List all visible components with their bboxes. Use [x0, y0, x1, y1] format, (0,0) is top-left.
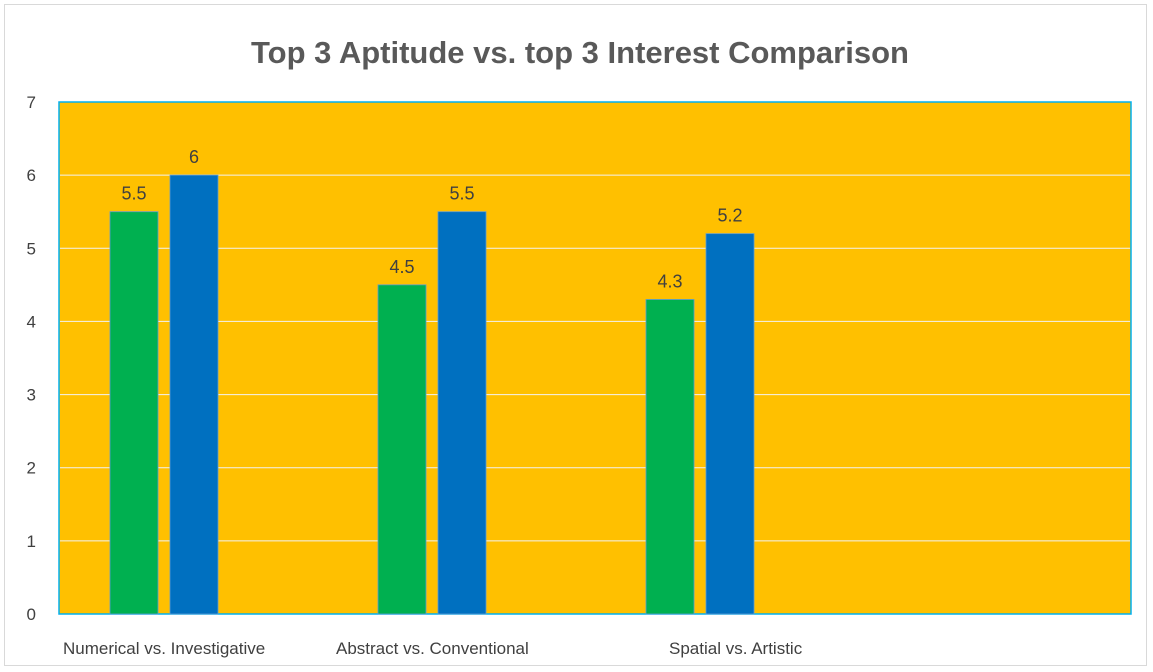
plot-area	[58, 101, 1132, 615]
y-tick-label: 4	[27, 312, 36, 331]
data-label: 6	[189, 147, 199, 167]
bar-series-2-category-1	[169, 174, 219, 615]
y-axis-ticks: 0 1 2 3 4 5 6 7	[27, 93, 36, 624]
bar-series-2-category-3	[705, 233, 755, 615]
bar-series-2-category-2	[437, 211, 487, 615]
y-tick-label: 0	[27, 605, 36, 624]
data-label: 5.5	[121, 184, 146, 204]
y-tick-label: 2	[27, 459, 36, 478]
data-label: 5.5	[449, 184, 474, 204]
x-category-label: Numerical vs. Investigative	[63, 639, 265, 658]
y-tick-label: 5	[27, 239, 36, 258]
x-category-label: Spatial vs. Artistic	[669, 639, 803, 658]
x-axis-categories: Numerical vs. Investigative Abstract vs. …	[63, 639, 803, 658]
data-label: 4.3	[657, 271, 682, 291]
x-category-label: Abstract vs. Conventional	[336, 639, 529, 658]
data-labels: 5.5 4.5 4.3 6 5.5 5.2	[121, 147, 742, 291]
y-tick-label: 1	[27, 532, 36, 551]
data-label: 5.2	[717, 206, 742, 226]
bar-series-1-category-3	[645, 299, 695, 615]
bars	[109, 174, 755, 615]
bar-series-1-category-1	[109, 211, 159, 615]
bar-series-1-category-2	[377, 284, 427, 615]
y-tick-label: 6	[27, 166, 36, 185]
y-tick-label: 7	[27, 93, 36, 112]
data-label: 4.5	[389, 257, 414, 277]
chart-title: Top 3 Aptitude vs. top 3 Interest Compar…	[251, 35, 909, 70]
gridlines	[60, 174, 1130, 542]
y-tick-label: 3	[27, 386, 36, 405]
